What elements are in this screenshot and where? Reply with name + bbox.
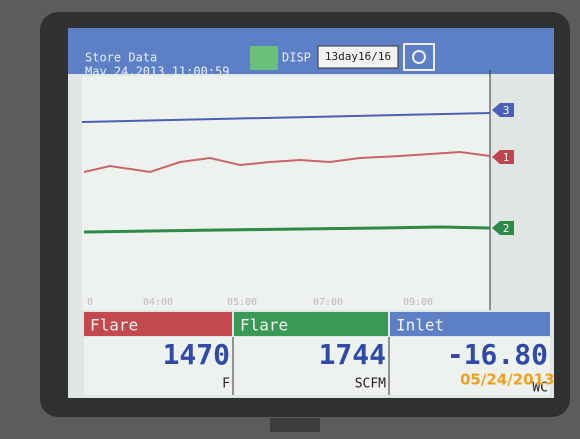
header-title: Store Data [85, 51, 157, 65]
channel-unit: WC [532, 381, 548, 396]
device-tab [270, 418, 320, 432]
channel-value: 1744 [319, 338, 386, 371]
range-text: 13day16/16 [325, 50, 391, 63]
trend-area [82, 76, 490, 310]
marker-label: 3 [503, 104, 510, 117]
camera-button[interactable] [403, 43, 435, 71]
channel-name: Flare [90, 316, 138, 335]
marker-2 [492, 221, 514, 235]
range-box[interactable] [317, 45, 399, 69]
channel-header [84, 312, 232, 336]
time-label: 0 [87, 297, 93, 308]
trend-line-3 [81, 112, 491, 123]
header-datetime: May 24,2013 11:00:59 [85, 65, 230, 79]
header-bar [68, 28, 554, 74]
trend-line-2 [83, 225, 491, 234]
camera-icon [412, 50, 426, 64]
marker-3 [492, 103, 514, 117]
channel-value: 1470 [163, 338, 230, 371]
trend-line-1 [83, 150, 491, 174]
time-label: 07:00 [313, 297, 343, 308]
channel-value: -16.80 [447, 338, 548, 371]
channel-header [390, 312, 550, 336]
icon[interactable] [250, 46, 278, 70]
photo-date-stamp: 05/24/2013 [460, 371, 554, 389]
channel-name: Inlet [396, 316, 444, 335]
channel-values [84, 337, 550, 395]
marker-label: 2 [503, 222, 510, 235]
time-label: 09:00 [403, 297, 433, 308]
channel-name: Flare [240, 316, 288, 335]
time-label: 04:00 [143, 297, 173, 308]
disp-label: DISP [282, 51, 311, 65]
channel-header [234, 312, 388, 336]
marker-1 [492, 150, 514, 164]
marker-label: 1 [503, 151, 510, 164]
time-label: 05:00 [227, 297, 257, 308]
channel-unit: SCFM [355, 377, 386, 392]
channel-unit: F [222, 377, 230, 392]
